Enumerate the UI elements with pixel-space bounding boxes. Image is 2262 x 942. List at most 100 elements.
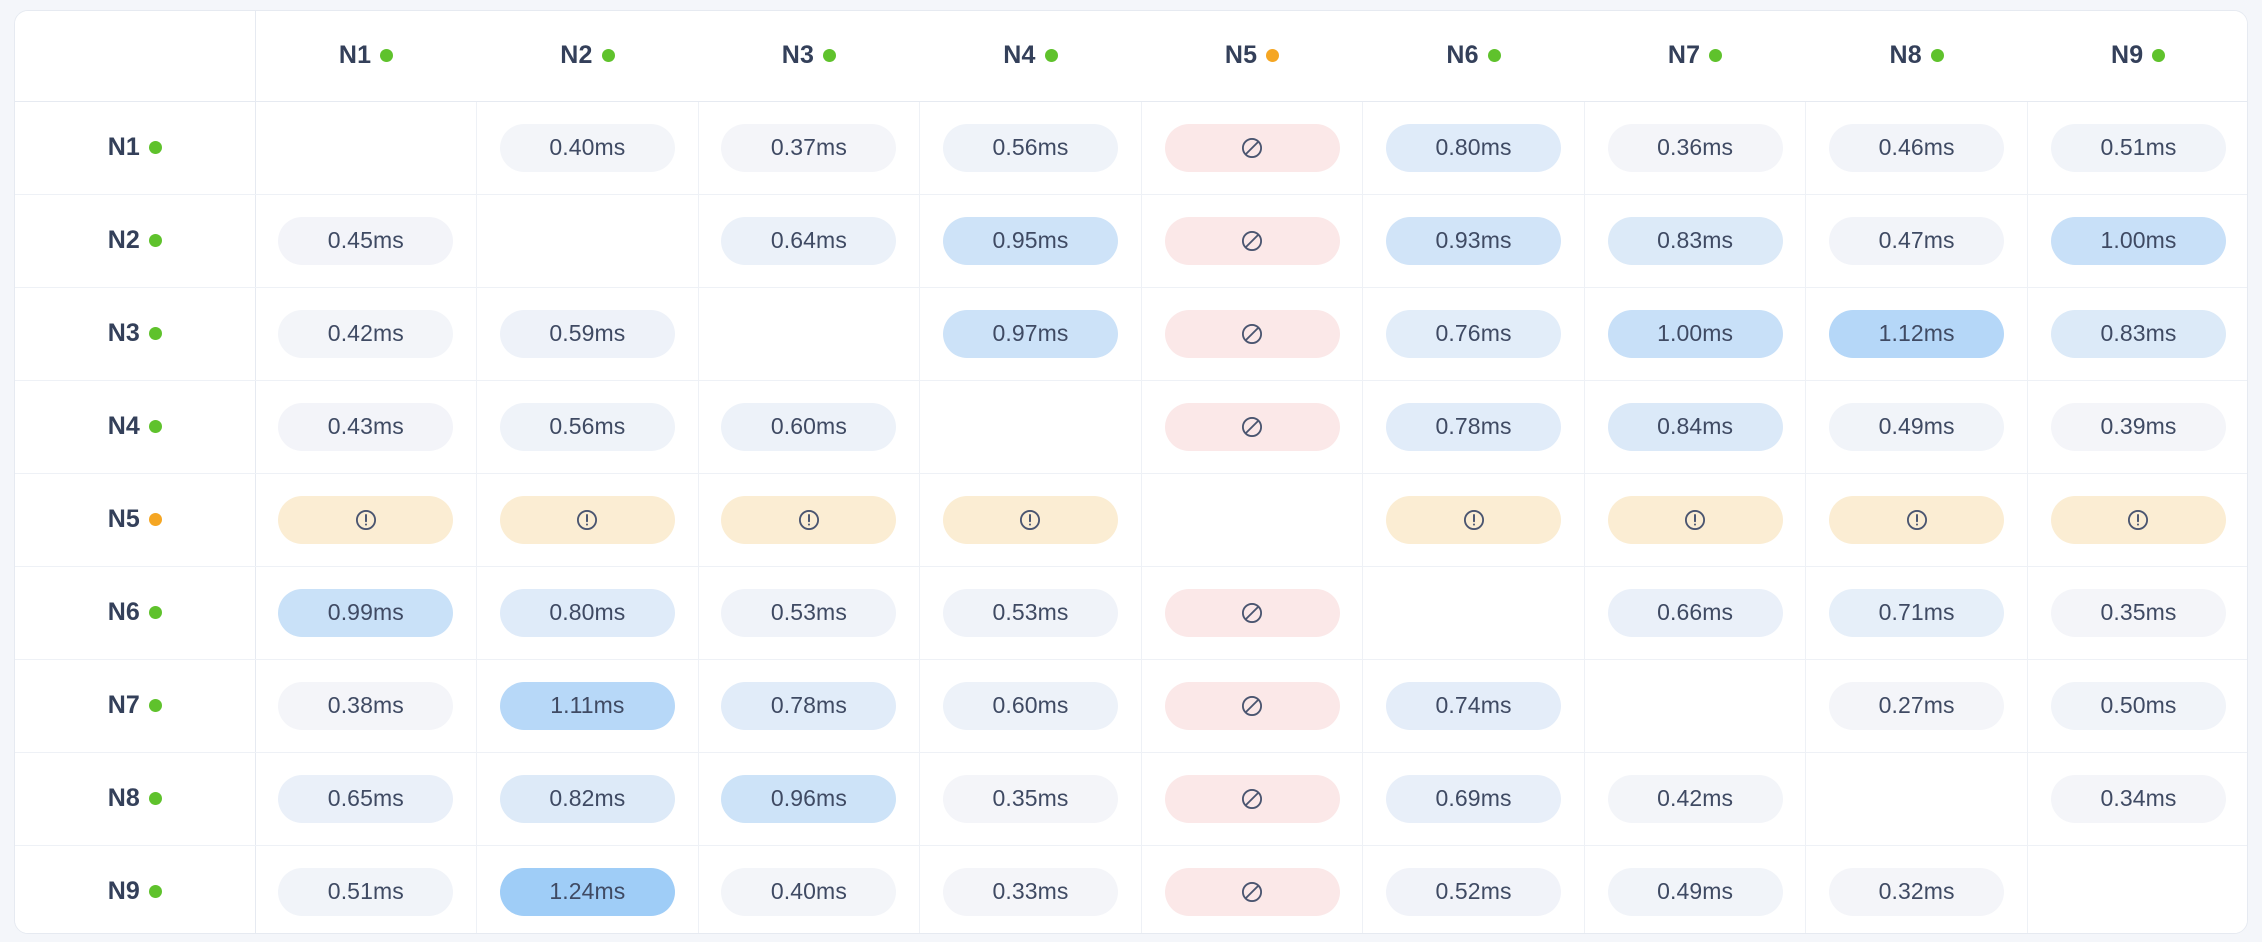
- matrix-cell-n6-n8[interactable]: 0.71ms: [1805, 566, 2028, 660]
- matrix-cell-n8-n4[interactable]: 0.35ms: [919, 752, 1142, 846]
- matrix-cell-n9-n7[interactable]: 0.49ms: [1584, 845, 1807, 933]
- matrix-cell-n1-n7[interactable]: 0.36ms: [1584, 101, 1807, 195]
- row-header-n1[interactable]: N1: [15, 101, 256, 195]
- column-header-n5[interactable]: N5: [1141, 11, 1363, 102]
- matrix-cell-n1-n1-self: [255, 101, 478, 195]
- matrix-row: N1 0.40ms 0.37ms 0.56ms 0.80ms 0.36ms 0.46ms 0.…: [15, 101, 2247, 195]
- matrix-cell-n5-n8[interactable]: [1805, 473, 2028, 567]
- latency-pill-blocked: [1164, 774, 1340, 823]
- matrix-cell-n1-n8[interactable]: 0.46ms: [1805, 101, 2028, 195]
- matrix-cell-n9-n5[interactable]: [1141, 845, 1364, 933]
- column-header-n9[interactable]: N9: [2027, 11, 2247, 102]
- matrix-cell-n1-n9[interactable]: 0.51ms: [2027, 101, 2247, 195]
- matrix-cell-n4-n3[interactable]: 0.60ms: [698, 380, 921, 474]
- matrix-cell-n9-n6[interactable]: 0.52ms: [1362, 845, 1585, 933]
- matrix-cell-n2-n7[interactable]: 0.83ms: [1584, 194, 1807, 288]
- latency-pill-value: 0.47ms: [1829, 216, 2005, 265]
- matrix-cell-n3-n7[interactable]: 1.00ms: [1584, 287, 1807, 381]
- matrix-cell-n5-n7[interactable]: [1584, 473, 1807, 567]
- warning-icon: [574, 507, 600, 533]
- matrix-cell-n2-n4[interactable]: 0.95ms: [919, 194, 1142, 288]
- matrix-cell-n6-n9[interactable]: 0.35ms: [2027, 566, 2247, 660]
- row-header-n4[interactable]: N4: [15, 380, 256, 474]
- matrix-cell-n5-n3[interactable]: [698, 473, 921, 567]
- matrix-cell-n8-n2[interactable]: 0.82ms: [476, 752, 699, 846]
- matrix-cell-n5-n4[interactable]: [919, 473, 1142, 567]
- matrix-cell-n9-n4[interactable]: 0.33ms: [919, 845, 1142, 933]
- matrix-cell-n9-n2[interactable]: 1.24ms: [476, 845, 699, 933]
- row-header-n7[interactable]: N7: [15, 659, 256, 753]
- matrix-cell-n3-n9[interactable]: 0.83ms: [2027, 287, 2247, 381]
- matrix-cell-n3-n5[interactable]: [1141, 287, 1364, 381]
- matrix-cell-n5-n9[interactable]: [2027, 473, 2247, 567]
- matrix-cell-n8-n7[interactable]: 0.42ms: [1584, 752, 1807, 846]
- matrix-cell-n3-n8[interactable]: 1.12ms: [1805, 287, 2028, 381]
- matrix-cell-n6-n5[interactable]: [1141, 566, 1364, 660]
- matrix-cell-n4-n9[interactable]: 0.39ms: [2027, 380, 2247, 474]
- matrix-cell-n5-n2[interactable]: [476, 473, 699, 567]
- column-header-n2[interactable]: N2: [476, 11, 699, 102]
- node-label-text: N1: [338, 41, 372, 70]
- row-header-n8[interactable]: N8: [15, 752, 256, 846]
- column-header-n1[interactable]: N1: [255, 11, 477, 102]
- matrix-cell-n2-n3[interactable]: 0.64ms: [698, 194, 921, 288]
- matrix-cell-n9-n3[interactable]: 0.40ms: [698, 845, 921, 933]
- matrix-cell-n6-n3[interactable]: 0.53ms: [698, 566, 921, 660]
- matrix-cell-n6-n7[interactable]: 0.66ms: [1584, 566, 1807, 660]
- column-header-n6[interactable]: N6: [1362, 11, 1585, 102]
- matrix-cell-n7-n5[interactable]: [1141, 659, 1364, 753]
- matrix-cell-n1-n6[interactable]: 0.80ms: [1362, 101, 1585, 195]
- row-header-n3[interactable]: N3: [15, 287, 256, 381]
- matrix-cell-n4-n2[interactable]: 0.56ms: [476, 380, 699, 474]
- matrix-cell-n3-n2[interactable]: 0.59ms: [476, 287, 699, 381]
- matrix-cell-n6-n4[interactable]: 0.53ms: [919, 566, 1142, 660]
- matrix-cell-n7-n3[interactable]: 0.78ms: [698, 659, 921, 753]
- matrix-cell-n7-n1[interactable]: 0.38ms: [255, 659, 478, 753]
- matrix-cell-n1-n5[interactable]: [1141, 101, 1364, 195]
- matrix-cell-n6-n2[interactable]: 0.80ms: [476, 566, 699, 660]
- matrix-cell-n8-n9[interactable]: 0.34ms: [2027, 752, 2247, 846]
- matrix-cell-n1-n3[interactable]: 0.37ms: [698, 101, 921, 195]
- blocked-icon: [1239, 786, 1265, 812]
- latency-pill-warning: [278, 495, 454, 544]
- matrix-cell-n9-n1[interactable]: 0.51ms: [255, 845, 478, 933]
- matrix-cell-n7-n9[interactable]: 0.50ms: [2027, 659, 2247, 753]
- matrix-cell-n8-n3[interactable]: 0.96ms: [698, 752, 921, 846]
- matrix-cell-n2-n5[interactable]: [1141, 194, 1364, 288]
- matrix-cell-n7-n8[interactable]: 0.27ms: [1805, 659, 2028, 753]
- matrix-cell-n4-n6[interactable]: 0.78ms: [1362, 380, 1585, 474]
- column-header-n8[interactable]: N8: [1805, 11, 2028, 102]
- matrix-cell-n2-n6[interactable]: 0.93ms: [1362, 194, 1585, 288]
- matrix-cell-n7-n4[interactable]: 0.60ms: [919, 659, 1142, 753]
- latency-pill-value: 0.95ms: [942, 216, 1118, 265]
- column-header-n4[interactable]: N4: [919, 11, 1142, 102]
- column-header-n7[interactable]: N7: [1584, 11, 1806, 102]
- matrix-cell-n8-n1[interactable]: 0.65ms: [255, 752, 478, 846]
- matrix-cell-n7-n6[interactable]: 0.74ms: [1362, 659, 1585, 753]
- matrix-cell-n4-n5[interactable]: [1141, 380, 1364, 474]
- row-header-n6[interactable]: N6: [15, 566, 256, 660]
- matrix-cell-n7-n2[interactable]: 1.11ms: [476, 659, 699, 753]
- matrix-cell-n2-n1[interactable]: 0.45ms: [255, 194, 478, 288]
- matrix-cell-n4-n8[interactable]: 0.49ms: [1805, 380, 2028, 474]
- row-header-n9[interactable]: N9: [15, 845, 256, 933]
- matrix-cell-n3-n4[interactable]: 0.97ms: [919, 287, 1142, 381]
- matrix-cell-n4-n1[interactable]: 0.43ms: [255, 380, 478, 474]
- latency-pill-value: 0.32ms: [1829, 867, 2005, 916]
- matrix-cell-n2-n9[interactable]: 1.00ms: [2027, 194, 2247, 288]
- matrix-cell-n6-n1[interactable]: 0.99ms: [255, 566, 478, 660]
- matrix-cell-n2-n8[interactable]: 0.47ms: [1805, 194, 2028, 288]
- matrix-cell-n8-n5[interactable]: [1141, 752, 1364, 846]
- matrix-cell-n8-n6[interactable]: 0.69ms: [1362, 752, 1585, 846]
- row-header-n2[interactable]: N2: [15, 194, 256, 288]
- matrix-cell-n9-n8[interactable]: 0.32ms: [1805, 845, 2028, 933]
- matrix-cell-n1-n2[interactable]: 0.40ms: [476, 101, 699, 195]
- matrix-cell-n5-n1[interactable]: [255, 473, 478, 567]
- row-header-n5[interactable]: N5: [15, 473, 256, 567]
- matrix-cell-n1-n4[interactable]: 0.56ms: [919, 101, 1142, 195]
- matrix-cell-n3-n1[interactable]: 0.42ms: [255, 287, 478, 381]
- matrix-cell-n5-n6[interactable]: [1362, 473, 1585, 567]
- column-header-n3[interactable]: N3: [698, 11, 920, 102]
- matrix-cell-n4-n7[interactable]: 0.84ms: [1584, 380, 1807, 474]
- matrix-cell-n3-n6[interactable]: 0.76ms: [1362, 287, 1585, 381]
